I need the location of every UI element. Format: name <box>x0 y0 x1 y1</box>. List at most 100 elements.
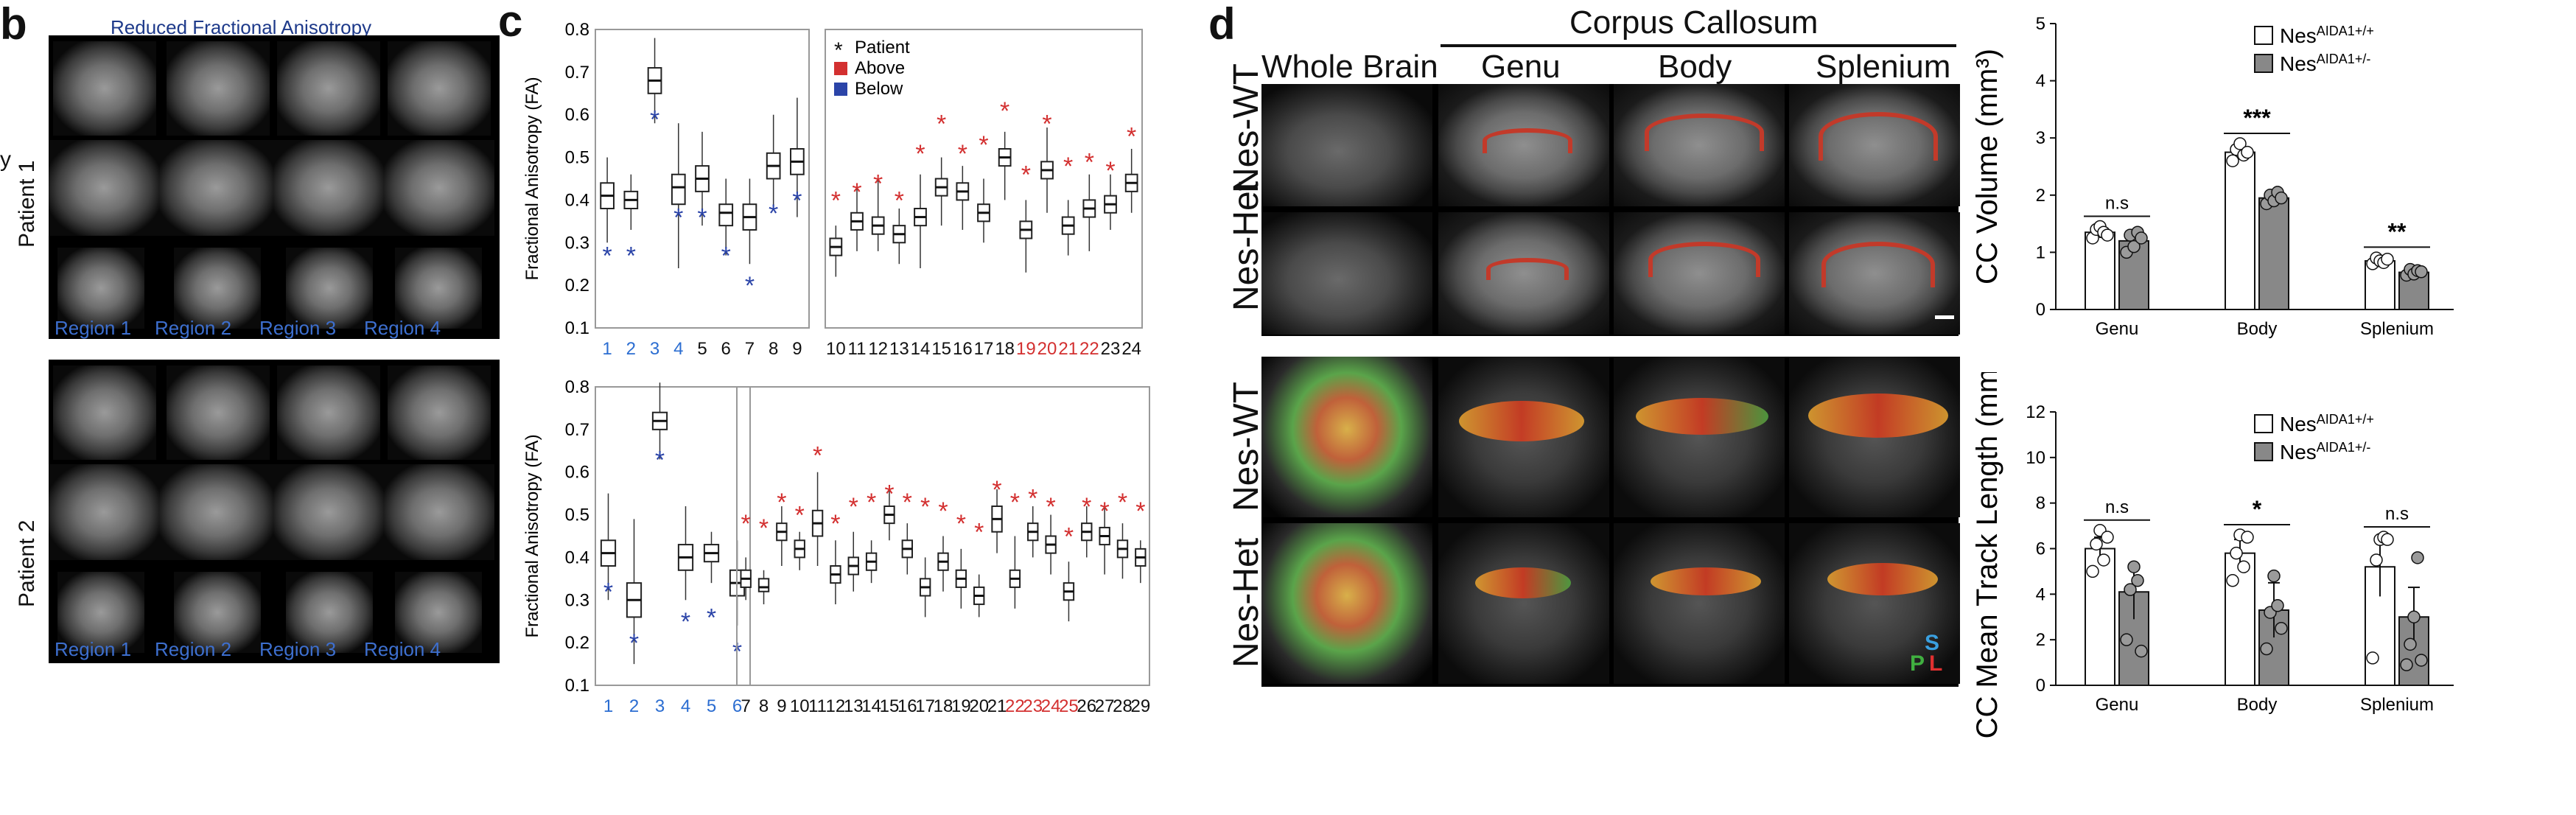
region-label: Region 4 <box>364 638 441 660</box>
col-body: Body <box>1658 49 1732 85</box>
data-point <box>2101 228 2114 242</box>
x-tick-label: 23 <box>1101 339 1121 359</box>
data-point <box>2267 569 2281 583</box>
x-tick-label: 23 <box>1023 696 1043 716</box>
bar <box>2398 616 2429 686</box>
patient-marker: * <box>884 480 894 508</box>
x-tick-label: 20 <box>1037 339 1057 359</box>
patient-marker: * <box>830 510 840 538</box>
y-tick-label: 0.4 <box>565 190 589 210</box>
mri-slice <box>57 572 144 653</box>
fiber-bundle <box>1827 563 1938 595</box>
cc-highlight <box>1821 242 1935 287</box>
cc-track-length-bar-chart: 0 2 4 6 8 10 12 CC Mean Track Length (mm) n.s Gen… <box>1971 372 2454 738</box>
scale-bar <box>1935 315 1954 319</box>
legend-swatch <box>2254 442 2273 461</box>
data-point <box>2124 583 2137 596</box>
mri-slice <box>384 140 494 236</box>
data-point <box>2226 574 2239 587</box>
patient-marker: * <box>920 493 930 521</box>
legend-marker <box>834 62 847 75</box>
panel-letter-b: b <box>0 0 27 49</box>
patient-marker: * <box>741 510 751 538</box>
legend-label: NesAIDA1+/- <box>2280 440 2370 464</box>
patient-marker: * <box>992 476 1001 504</box>
x-tick-label: 7 <box>741 696 750 716</box>
legend-label: Patient <box>855 38 910 57</box>
data-point <box>2135 644 2148 658</box>
patient-marker: * <box>673 204 683 232</box>
legend-swatch <box>2254 414 2273 433</box>
x-tick-label: 19 <box>1016 339 1036 359</box>
mri-slice <box>395 248 482 329</box>
fiber-bundle <box>1475 567 1571 598</box>
significance-label: n.s <box>2105 497 2129 517</box>
x-tick-label: 5 <box>697 339 707 359</box>
data-point <box>2127 560 2141 573</box>
patient-marker: * <box>1105 157 1115 185</box>
legend-superscript: AIDA1+/+ <box>2317 24 2374 38</box>
panel-letter-c: c <box>498 0 523 46</box>
mri-slice <box>286 248 373 329</box>
legend-label: NesAIDA1+/+ <box>2280 412 2374 436</box>
row-label-nes-wt-bottom: Nes-WT <box>1227 382 1266 511</box>
plot-frame <box>736 386 1150 686</box>
patient-marker: * <box>769 200 778 228</box>
patient-marker: * <box>745 272 755 300</box>
patient-marker: * <box>795 502 805 530</box>
legend-label: NesAIDA1+/- <box>2280 52 2370 75</box>
x-tick-label: 28 <box>1113 696 1133 716</box>
data-point <box>2366 651 2379 665</box>
x-tick-label: Splenium <box>2360 695 2434 715</box>
data-point <box>2260 642 2273 656</box>
mri-slice <box>53 365 156 460</box>
x-tick-label: 27 <box>1095 696 1115 716</box>
x-tick-label: 8 <box>769 339 778 359</box>
mri-slice <box>49 140 159 236</box>
x-tick-label: 1 <box>603 696 613 716</box>
plot-frame <box>825 29 1143 329</box>
legend-marker: * <box>834 38 843 63</box>
legend-swatch <box>2254 26 2273 45</box>
region-label: Region 2 <box>155 638 232 660</box>
cc-highlight <box>1645 113 1764 151</box>
y-tick-label: 0.7 <box>565 420 589 440</box>
x-tick-label: 11 <box>848 339 867 359</box>
patient-marker: * <box>938 497 948 525</box>
patient-marker: * <box>1028 484 1037 512</box>
mri-slice <box>174 572 261 653</box>
x-tick-label: Body <box>2237 319 2278 339</box>
x-tick-label: 14 <box>861 696 881 716</box>
significance-label: *** <box>2243 105 2271 131</box>
patient-marker: * <box>792 186 802 214</box>
body-tractography-wt <box>1614 357 1785 517</box>
patient-marker: * <box>852 178 861 206</box>
cc-highlight <box>1819 112 1938 161</box>
y-axis-label: CC Mean Track Length (mm) <box>1971 372 2003 738</box>
mri-slice <box>49 464 159 560</box>
mri-slice <box>388 41 491 136</box>
patient-marker: * <box>1085 148 1094 176</box>
mri-slice <box>277 365 380 460</box>
region-label: Region 1 <box>55 638 132 660</box>
data-point <box>2131 574 2144 587</box>
significance-label: * <box>2253 496 2262 522</box>
patient-marker: * <box>1042 110 1051 138</box>
patient-marker: * <box>629 629 639 657</box>
col-genu: Genu <box>1481 49 1561 85</box>
x-tick-label: 24 <box>1041 696 1061 716</box>
col-splenium: Splenium <box>1816 49 1951 85</box>
y-tick-label: 0 <box>2036 676 2045 696</box>
x-tick-label: 17 <box>915 696 935 716</box>
mri-slice <box>159 140 273 236</box>
mri-slice <box>273 140 384 236</box>
data-point <box>2271 599 2284 612</box>
legend-label: Below <box>855 79 903 99</box>
x-tick-label: 7 <box>745 339 755 359</box>
data-point <box>2097 553 2110 567</box>
mri-slice <box>167 365 270 460</box>
tractography-grid-bottom: S P L <box>1261 357 1960 687</box>
row-label-nes-het-top: Nes-Het <box>1227 181 1266 311</box>
x-tick-label: 13 <box>889 339 909 359</box>
x-tick-label: 20 <box>969 696 989 716</box>
